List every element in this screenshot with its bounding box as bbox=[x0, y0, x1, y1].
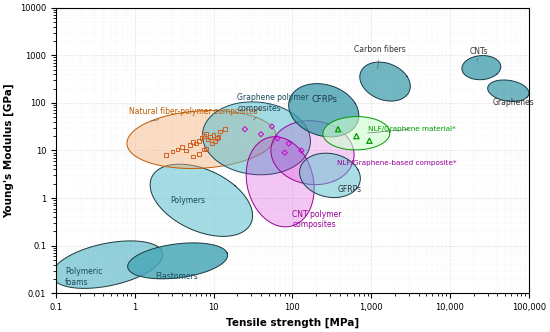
Text: CFRPs: CFRPs bbox=[311, 95, 338, 104]
Point bbox=[284, 141, 293, 146]
Point bbox=[189, 139, 197, 145]
Text: Elastomers: Elastomers bbox=[155, 273, 197, 282]
Point bbox=[201, 131, 210, 137]
Point bbox=[189, 154, 197, 159]
Point bbox=[365, 138, 374, 143]
Point bbox=[192, 141, 201, 146]
Text: Polymers: Polymers bbox=[170, 196, 205, 205]
Point bbox=[297, 148, 306, 153]
Text: CNT polymer
composites: CNT polymer composites bbox=[293, 210, 342, 229]
Polygon shape bbox=[271, 121, 354, 185]
Point bbox=[194, 138, 203, 143]
Point bbox=[216, 129, 224, 134]
Point bbox=[199, 133, 208, 139]
Polygon shape bbox=[202, 102, 310, 175]
Point bbox=[273, 136, 282, 141]
Polygon shape bbox=[488, 80, 529, 102]
Point bbox=[334, 126, 343, 132]
Point bbox=[197, 136, 206, 141]
Point bbox=[212, 135, 221, 140]
Point bbox=[168, 149, 177, 154]
Point bbox=[204, 137, 212, 142]
Text: NLF/Graphene material*: NLF/Graphene material* bbox=[367, 126, 455, 133]
Point bbox=[162, 152, 170, 158]
Polygon shape bbox=[289, 84, 359, 137]
Polygon shape bbox=[323, 117, 390, 150]
Polygon shape bbox=[300, 153, 360, 198]
Polygon shape bbox=[246, 137, 314, 227]
Point bbox=[206, 134, 214, 140]
Text: GFRPs: GFRPs bbox=[333, 181, 362, 194]
Point bbox=[199, 147, 208, 152]
Text: Polymeric
foams: Polymeric foams bbox=[65, 267, 102, 287]
Polygon shape bbox=[462, 55, 501, 80]
Point bbox=[352, 133, 361, 139]
Polygon shape bbox=[52, 241, 163, 289]
Text: Carbon fibers: Carbon fibers bbox=[354, 45, 405, 69]
Point bbox=[173, 147, 182, 152]
Point bbox=[211, 138, 219, 143]
Point bbox=[280, 150, 289, 155]
Point bbox=[185, 142, 194, 148]
Polygon shape bbox=[127, 111, 276, 168]
Y-axis label: Young's Modulus [GPa]: Young's Modulus [GPa] bbox=[4, 83, 14, 218]
X-axis label: Tensile strength [MPa]: Tensile strength [MPa] bbox=[226, 318, 359, 328]
Point bbox=[182, 148, 191, 153]
Point bbox=[267, 124, 276, 129]
Polygon shape bbox=[128, 243, 228, 279]
Polygon shape bbox=[360, 62, 410, 101]
Point bbox=[214, 134, 223, 140]
Point bbox=[194, 151, 203, 156]
Polygon shape bbox=[150, 164, 252, 236]
Text: NLF/Graphene-based composite*: NLF/Graphene-based composite* bbox=[337, 160, 456, 166]
Text: Natural fiber-polymer composites*: Natural fiber-polymer composites* bbox=[129, 107, 262, 121]
Text: Graphene polymer
composites: Graphene polymer composites bbox=[237, 93, 309, 120]
Point bbox=[207, 141, 216, 146]
Point bbox=[178, 144, 186, 149]
Point bbox=[257, 131, 266, 137]
Point bbox=[201, 146, 210, 151]
Point bbox=[221, 126, 229, 132]
Text: Graphenes: Graphenes bbox=[493, 93, 535, 107]
Text: CNTs: CNTs bbox=[470, 47, 488, 61]
Point bbox=[209, 132, 218, 138]
Point bbox=[240, 126, 249, 132]
